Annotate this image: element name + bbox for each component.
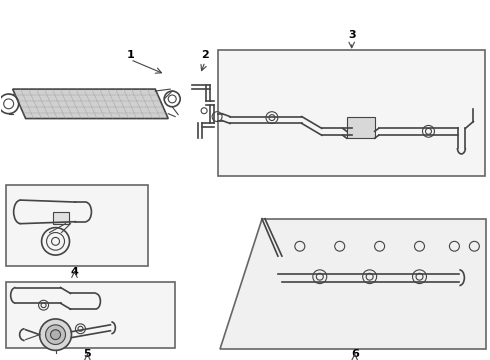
Text: 1: 1 [126,50,134,60]
Bar [347,117,375,138]
Text: 4: 4 [71,267,78,277]
Text: 2: 2 [201,50,209,60]
Bar [6,282,175,348]
Bar [6,185,148,266]
Polygon shape [13,89,168,118]
Text: 5: 5 [84,349,91,359]
Bar [52,212,69,224]
Bar [218,50,485,176]
Circle shape [46,325,66,345]
Circle shape [50,359,61,360]
Text: 6: 6 [351,349,359,359]
Circle shape [40,319,72,350]
Text: 3: 3 [348,30,356,40]
Polygon shape [220,219,486,350]
Circle shape [50,330,61,339]
